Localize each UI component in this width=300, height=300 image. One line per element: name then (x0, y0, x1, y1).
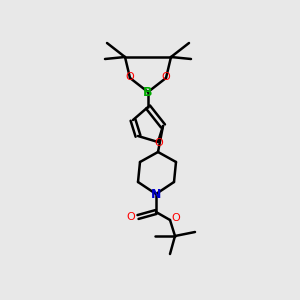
Text: B: B (143, 86, 153, 100)
Text: O: O (162, 72, 170, 82)
Text: O: O (126, 72, 134, 82)
Text: O: O (172, 213, 180, 223)
Text: N: N (151, 188, 161, 200)
Text: O: O (154, 138, 164, 148)
Text: O: O (127, 212, 135, 222)
